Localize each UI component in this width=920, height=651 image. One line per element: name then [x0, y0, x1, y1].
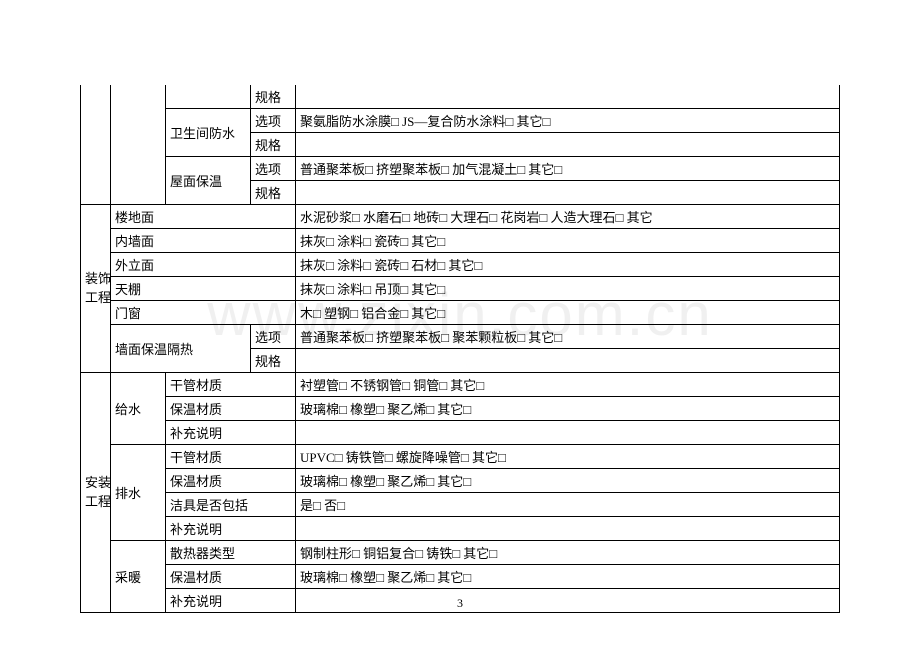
cell: 水泥砂浆□ 水磨石□ 地砖□ 大理石□ 花岗岩□ 人造大理石□ 其它	[296, 205, 840, 229]
cell: 屋面保温	[166, 157, 251, 205]
cell: 规格	[251, 181, 296, 205]
cell: 补充说明	[166, 517, 296, 541]
page: www.zixin.com.cn 规格 卫生间防水 选项 聚氨脂防水涂膜□ JS…	[0, 0, 920, 651]
page-number: 3	[0, 596, 920, 611]
cell	[166, 85, 251, 109]
cell	[296, 85, 840, 109]
row-deco-3: 天棚 抹灰□ 涂料□ 吊顶□ 其它□	[81, 277, 840, 301]
row-inst-1: 保温材质 玻璃棉□ 橡塑□ 聚乙烯□ 其它□	[81, 397, 840, 421]
cell: 外立面	[111, 253, 296, 277]
cell: 是□ 否□	[296, 493, 840, 517]
cell: 选项	[251, 157, 296, 181]
row-deco-0: 装饰工程 楼地面 水泥砂浆□ 水磨石□ 地砖□ 大理石□ 花岗岩□ 人造大理石□…	[81, 205, 840, 229]
cell: 天棚	[111, 277, 296, 301]
section2-header: 装饰工程	[81, 205, 111, 373]
cell: 普通聚苯板□ 挤塑聚苯板□ 加气混凝土□ 其它□	[296, 157, 840, 181]
row-inst-6: 补充说明	[81, 517, 840, 541]
section3-header: 安装工程	[81, 373, 111, 613]
cell: 规格	[251, 349, 296, 373]
cell: 钢制柱形□ 铜铝复合□ 铸铁□ 其它□	[296, 541, 840, 565]
cell: 抹灰□ 涂料□ 瓷砖□ 石材□ 其它□	[296, 253, 840, 277]
cell	[296, 181, 840, 205]
row-inst-3: 排水 干管材质 UPVC□ 铸铁管□ 螺旋降噪管□ 其它□	[81, 445, 840, 469]
cell: 玻璃棉□ 橡塑□ 聚乙烯□ 其它□	[296, 469, 840, 493]
row-deco-1: 内墙面 抹灰□ 涂料□ 瓷砖□ 其它□	[81, 229, 840, 253]
cell: 楼地面	[111, 205, 296, 229]
cell: 墙面保温隔热	[111, 325, 251, 373]
cell: 选项	[251, 325, 296, 349]
cell: 卫生间防水	[166, 109, 251, 157]
row-spec-1: 卫生间防水 选项 聚氨脂防水涂膜□ JS—复合防水涂料□ 其它□	[81, 109, 840, 133]
row-deco-5: 墙面保温隔热 选项 普通聚苯板□ 挤塑聚苯板□ 聚苯颗粒板□ 其它□	[81, 325, 840, 349]
cell: 抹灰□ 涂料□ 吊顶□ 其它□	[296, 277, 840, 301]
cell: 保温材质	[166, 469, 296, 493]
cell-s1-cat	[81, 85, 111, 205]
cell: 玻璃棉□ 橡塑□ 聚乙烯□ 其它□	[296, 397, 840, 421]
row-spec-0: 规格	[81, 85, 840, 109]
cell	[296, 517, 840, 541]
cell: 补充说明	[166, 421, 296, 445]
cell: 普通聚苯板□ 挤塑聚苯板□ 聚苯颗粒板□ 其它□	[296, 325, 840, 349]
cell: 衬塑管□ 不锈钢管□ 铜管□ 其它□	[296, 373, 840, 397]
cell: 保温材质	[166, 565, 296, 589]
cell: 给水	[111, 373, 166, 445]
cell: 规格	[251, 85, 296, 109]
cell: 聚氨脂防水涂膜□ JS—复合防水涂料□ 其它□	[296, 109, 840, 133]
cell: 干管材质	[166, 373, 296, 397]
cell: 保温材质	[166, 397, 296, 421]
cell: 内墙面	[111, 229, 296, 253]
cell: 洁具是否包括	[166, 493, 296, 517]
cell: 选项	[251, 109, 296, 133]
cell: 散热器类型	[166, 541, 296, 565]
cell: 规格	[251, 133, 296, 157]
row-deco-4: 门窗 木□ 塑钢□ 铝合金□ 其它□	[81, 301, 840, 325]
spec-table: 规格 卫生间防水 选项 聚氨脂防水涂膜□ JS—复合防水涂料□ 其它□ 规格 屋…	[80, 85, 840, 613]
row-inst-8: 保温材质 玻璃棉□ 橡塑□ 聚乙烯□ 其它□	[81, 565, 840, 589]
cell: UPVC□ 铸铁管□ 螺旋降噪管□ 其它□	[296, 445, 840, 469]
row-deco-2: 外立面 抹灰□ 涂料□ 瓷砖□ 石材□ 其它□	[81, 253, 840, 277]
cell	[296, 421, 840, 445]
cell: 玻璃棉□ 橡塑□ 聚乙烯□ 其它□	[296, 565, 840, 589]
row-inst-2: 补充说明	[81, 421, 840, 445]
row-inst-7: 采暖 散热器类型 钢制柱形□ 铜铝复合□ 铸铁□ 其它□	[81, 541, 840, 565]
row-spec-3: 屋面保温 选项 普通聚苯板□ 挤塑聚苯板□ 加气混凝土□ 其它□	[81, 157, 840, 181]
cell: 排水	[111, 445, 166, 541]
cell: 干管材质	[166, 445, 296, 469]
row-inst-0: 安装工程 给水 干管材质 衬塑管□ 不锈钢管□ 铜管□ 其它□	[81, 373, 840, 397]
cell: 木□ 塑钢□ 铝合金□ 其它□	[296, 301, 840, 325]
cell: 门窗	[111, 301, 296, 325]
row-inst-5: 洁具是否包括 是□ 否□	[81, 493, 840, 517]
row-inst-4: 保温材质 玻璃棉□ 橡塑□ 聚乙烯□ 其它□	[81, 469, 840, 493]
cell	[296, 349, 840, 373]
cell	[296, 133, 840, 157]
cell-s1-sub	[111, 85, 166, 205]
cell: 抹灰□ 涂料□ 瓷砖□ 其它□	[296, 229, 840, 253]
